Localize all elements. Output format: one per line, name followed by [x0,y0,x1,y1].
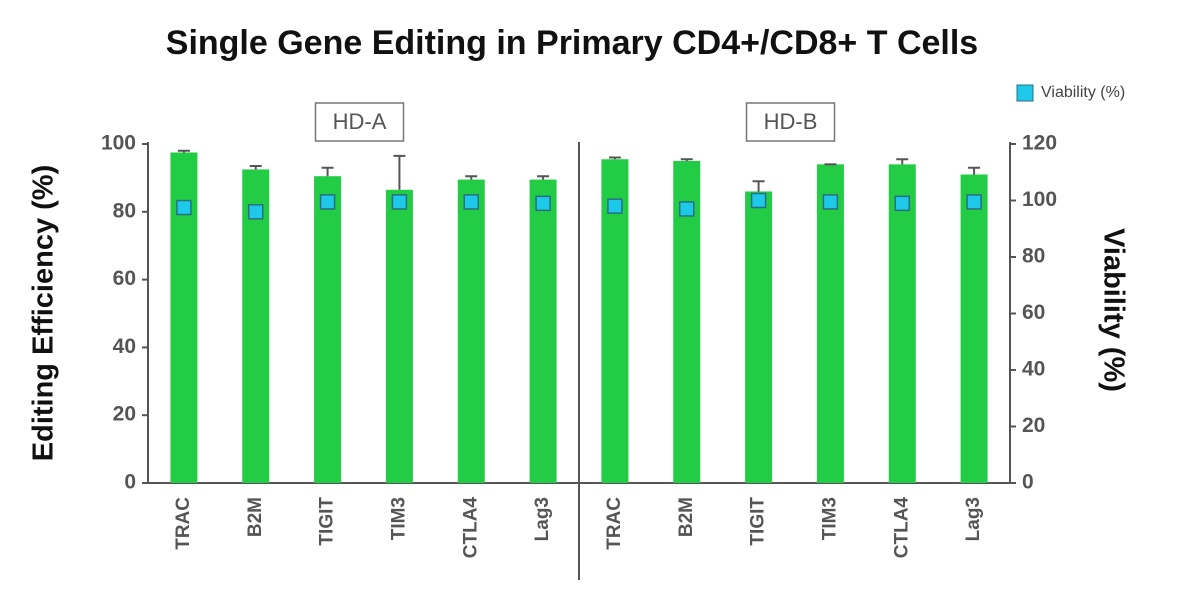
viability-marker [319,194,336,210]
x-tick-label: Lag3 [963,497,984,541]
error-bar [177,149,190,153]
viability-marker [750,192,767,209]
viability-marker [822,194,839,210]
y-tick-label: 40 [113,335,136,358]
x-tick-label: CTLA4 [891,497,912,559]
viability-marker [391,194,408,210]
y-axis-label: Editing Efficiency (%) [28,165,60,461]
x-tick-label: B2M [676,497,697,537]
viability-marker [607,198,623,214]
bar [888,164,916,483]
y2-axis-label: Viability (%) [1097,228,1129,392]
y-tick-label: 20 [113,403,136,426]
bar [242,169,270,484]
error-bar [752,180,765,192]
panel-label: HD-A [333,109,387,134]
y-tick-label: 60 [113,267,136,290]
error-bar [968,166,981,175]
viability-marker [535,195,551,212]
legend-swatch [1016,84,1034,102]
error-bar [680,158,693,161]
y2-tick-label: 80 [1022,245,1045,268]
bar [457,179,485,483]
legend-label: Viability (%) [1041,84,1125,101]
error-bar [608,156,621,160]
y2-tick-label: 0 [1022,471,1034,494]
x-tick-label: TRAC [604,497,625,550]
x-tick-label: TIGIT [748,497,769,546]
y2-tick-label: 20 [1022,414,1045,437]
viability-marker [894,195,910,212]
y-tick-label: 0 [124,471,136,494]
x-tick-label: TIM3 [388,497,409,540]
bar [385,189,413,483]
x-tick-label: TIM3 [819,497,840,540]
y2-tick-label: 120 [1022,132,1057,155]
error-bar [537,175,550,180]
x-tick-label: TIGIT [317,497,338,546]
error-bar [393,154,406,190]
bar [529,179,557,483]
y-tick-label: 80 [113,199,136,222]
viability-marker [966,194,982,210]
viability-marker [463,194,479,210]
x-tick-label: B2M [245,497,266,537]
bar [745,191,773,483]
x-tick-label: TRAC [173,497,194,550]
x-tick-label: Lag3 [532,497,553,541]
bar [960,174,988,483]
error-bar [249,165,262,170]
panel-label-box [314,102,405,142]
bar [314,176,342,483]
panel-label-box [745,102,836,142]
chart-title: Single Gene Editing in Primary CD4+/CD8+… [166,24,978,62]
viability-marker [248,204,264,220]
y2-tick-label: 60 [1022,301,1045,324]
bar [816,164,844,483]
error-bar [321,166,334,177]
y2-tick-label: 40 [1022,358,1045,381]
panel-label: HD-B [764,109,818,134]
error-bar [465,175,478,180]
y2-tick-label: 100 [1022,188,1057,211]
y-tick-label: 100 [101,132,136,155]
viability-marker [176,199,192,216]
viability-marker [679,201,695,217]
error-bar [896,158,909,165]
x-tick-label: CTLA4 [460,497,481,559]
